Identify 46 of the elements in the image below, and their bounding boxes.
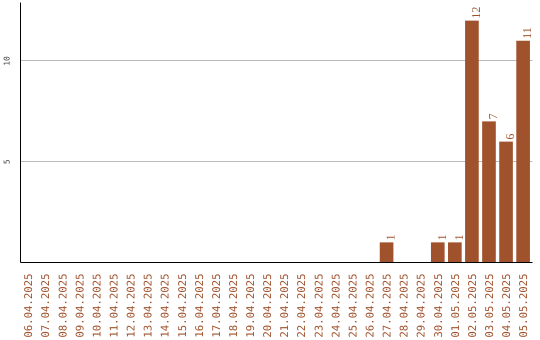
x-tick-label: 21.04.2025: [278, 274, 292, 338]
x-tick-label: 18.04.2025: [226, 274, 240, 338]
x-tick-label: 27.04.2025: [380, 274, 394, 338]
x-tick-label: 03.05.2025: [482, 274, 496, 338]
bar: [499, 142, 513, 262]
bar: [380, 242, 394, 262]
x-tick-label: 16.04.2025: [192, 274, 206, 338]
data-label: 1: [384, 234, 398, 240]
x-tick-label: 26.04.2025: [364, 274, 377, 338]
x-tick-label: 22.04.2025: [295, 274, 308, 338]
x-tick-label: 28.04.2025: [398, 274, 411, 338]
x-tick-label: 25.04.2025: [346, 274, 360, 338]
data-label: 6: [503, 134, 518, 140]
x-tick-label: 30.04.2025: [432, 274, 445, 338]
y-tick-label: 5: [2, 159, 12, 164]
x-tick-label: 02.05.2025: [466, 274, 479, 338]
bar: [465, 20, 479, 262]
bar: [516, 40, 530, 262]
data-label: 1: [452, 234, 466, 240]
x-tick-label: 17.04.2025: [210, 274, 223, 338]
x-tick-label: 06.04.2025: [22, 274, 36, 338]
data-label: 1: [434, 234, 449, 240]
data-label: 11: [520, 27, 534, 39]
x-tick-label: 13.04.2025: [142, 274, 155, 338]
y-tick-label: 10: [2, 56, 12, 66]
bar: [482, 121, 496, 262]
bar: [448, 242, 462, 262]
x-tick-label: 23.04.2025: [312, 274, 326, 338]
x-tick-label: 24.04.2025: [329, 274, 342, 338]
x-tick-label: 12.04.2025: [124, 274, 138, 338]
x-tick-label: 19.04.2025: [244, 274, 258, 338]
x-tick-label: 01.05.2025: [448, 274, 462, 338]
x-tick-label: 14.04.2025: [158, 274, 172, 338]
x-tick-label: 07.04.2025: [39, 274, 52, 338]
bar: [430, 242, 445, 262]
x-tick-label: 15.04.2025: [176, 274, 189, 338]
data-label: 12: [468, 6, 483, 19]
x-tick-label: 09.04.2025: [73, 274, 86, 338]
x-tick-label: 05.05.2025: [517, 274, 530, 338]
x-tick-label: 29.04.2025: [414, 274, 428, 338]
x-tick-label: 04.05.2025: [500, 274, 514, 338]
x-tick-label: 08.04.2025: [56, 274, 70, 338]
x-tick-label: 20.04.2025: [261, 274, 274, 338]
data-label: 7: [486, 113, 500, 120]
x-tick-label: 10.04.2025: [90, 274, 104, 338]
x-tick-label: 11.04.2025: [108, 274, 121, 338]
